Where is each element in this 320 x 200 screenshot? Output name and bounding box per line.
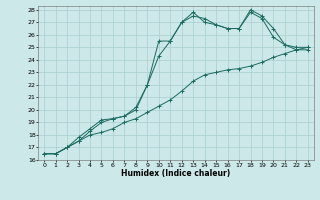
X-axis label: Humidex (Indice chaleur): Humidex (Indice chaleur) [121, 169, 231, 178]
